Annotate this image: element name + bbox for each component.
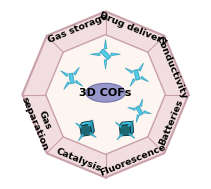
Polygon shape [75, 123, 82, 128]
Text: Fluorescence: Fluorescence [99, 143, 167, 178]
Polygon shape [130, 121, 134, 135]
Polygon shape [91, 53, 100, 56]
Polygon shape [128, 133, 135, 139]
Polygon shape [136, 115, 139, 122]
Polygon shape [69, 73, 74, 84]
Polygon shape [119, 121, 133, 125]
Text: Gas
separation: Gas separation [20, 92, 60, 152]
Polygon shape [141, 76, 149, 82]
Text: Gas storage: Gas storage [47, 12, 110, 45]
Polygon shape [100, 49, 111, 60]
Polygon shape [136, 106, 143, 115]
Polygon shape [80, 124, 92, 136]
Polygon shape [128, 120, 133, 127]
Text: Drug delivery: Drug delivery [97, 10, 168, 46]
Polygon shape [75, 80, 83, 86]
Polygon shape [134, 70, 140, 80]
Polygon shape [104, 60, 107, 69]
Polygon shape [73, 67, 79, 75]
Polygon shape [90, 132, 96, 138]
Polygon shape [22, 11, 189, 178]
Polygon shape [90, 121, 95, 135]
Ellipse shape [86, 83, 125, 102]
Polygon shape [138, 63, 143, 71]
Polygon shape [88, 120, 93, 126]
Polygon shape [64, 82, 70, 90]
Text: Conductivity: Conductivity [154, 34, 189, 100]
Polygon shape [80, 121, 93, 126]
Polygon shape [130, 79, 135, 87]
Polygon shape [125, 68, 133, 74]
Text: Batteries: Batteries [158, 98, 185, 146]
Text: Catalysis: Catalysis [54, 147, 102, 174]
Polygon shape [139, 99, 143, 107]
Polygon shape [117, 134, 123, 140]
Polygon shape [119, 124, 131, 136]
Polygon shape [128, 107, 135, 111]
Polygon shape [143, 111, 151, 114]
Text: 3D COFs: 3D COFs [79, 88, 132, 98]
Polygon shape [111, 53, 120, 56]
Polygon shape [115, 122, 122, 128]
Polygon shape [78, 134, 84, 141]
Polygon shape [60, 71, 68, 77]
Polygon shape [46, 35, 165, 154]
Polygon shape [104, 39, 107, 49]
